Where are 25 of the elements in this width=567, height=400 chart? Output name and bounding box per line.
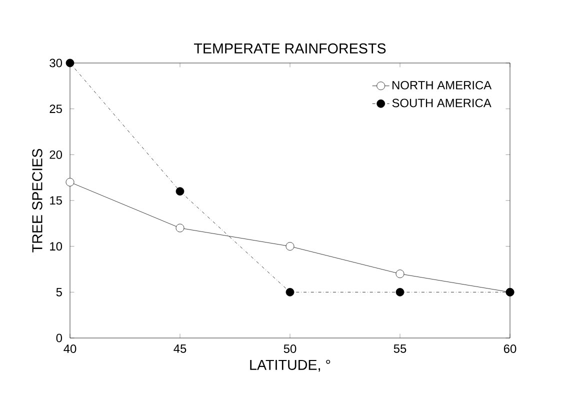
y-tick-label: 30	[50, 58, 62, 68]
x-tick-label: 50	[284, 344, 296, 353]
x-tick-label: 60	[504, 344, 516, 353]
y-axis-title: TREE SPECIES	[32, 148, 42, 252]
point	[176, 224, 184, 232]
x-tick-label: 55	[394, 344, 406, 353]
legend-label: SOUTH AMERICA	[392, 98, 492, 108]
y-tick-label: 25	[50, 104, 62, 114]
y-tick-label: 0	[56, 334, 62, 342]
point	[396, 288, 404, 296]
x-tick-label: 45	[174, 344, 186, 353]
chart-title: TEMPERATE RAINFORESTS	[194, 43, 386, 54]
point	[396, 270, 404, 278]
point	[66, 58, 74, 68]
point	[66, 178, 74, 186]
point	[286, 288, 294, 296]
y-tick-label: 10	[50, 242, 62, 251]
y-tick-label: 20	[50, 150, 62, 159]
legend-label: NORTH AMERICA	[392, 80, 492, 90]
x-tick-label: 40	[64, 344, 76, 353]
point	[286, 242, 294, 251]
x-axis-title: LATITUDE, °	[250, 360, 330, 372]
y-tick-label: 15	[50, 196, 62, 205]
y-tick-label: 5	[56, 288, 62, 296]
point	[176, 187, 184, 196]
